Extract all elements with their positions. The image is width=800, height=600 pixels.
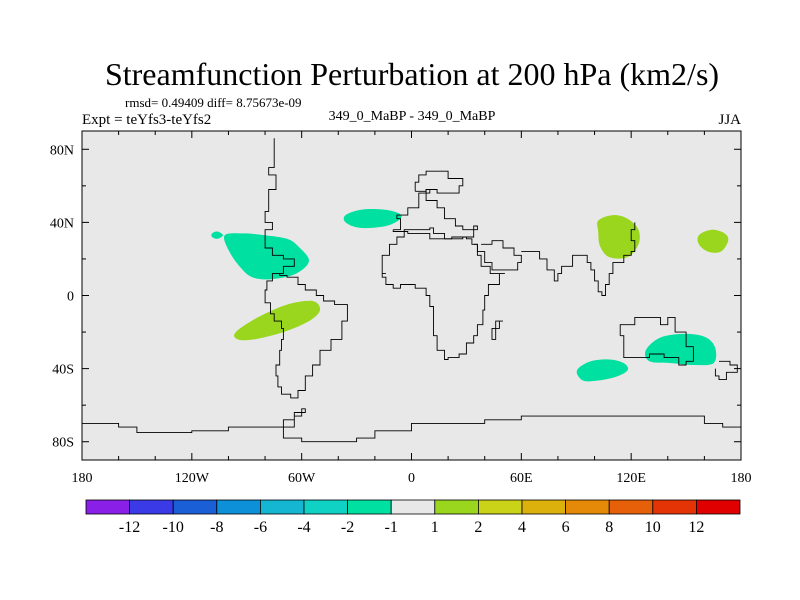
colorbar-swatch-9 <box>477 499 523 515</box>
colorbar-label-7: 1 <box>431 519 439 536</box>
x-tick-label-6: 180 <box>731 471 752 486</box>
colorbar-swatch-12 <box>608 499 654 515</box>
y-tick-label-0: 80N <box>50 143 74 158</box>
x-tick-label-3: 0 <box>408 471 415 486</box>
anomaly-positive-7 <box>597 215 640 259</box>
colorbar-swatch-0 <box>85 499 130 515</box>
anomaly-negative-4 <box>576 359 629 382</box>
axis-ticks: 180 120W 60W 0 60E 120E 180 80N 40N 0 40S 80S <box>50 131 752 486</box>
colorbar-swatch-4 <box>259 499 305 515</box>
y-tick-label-4: 80S <box>52 436 74 451</box>
map-plot: 180 120W 60W 0 60E 120E 180 80N 40N 0 40S 80S <box>50 130 752 486</box>
y-tick-label-2: 0 <box>67 290 74 305</box>
colorbar-label-9: 4 <box>518 519 526 536</box>
colorbar-label-12: 10 <box>645 519 661 536</box>
colorbar-swatch-11 <box>565 499 610 515</box>
anomaly-positive-8 <box>697 229 729 253</box>
case-label: 349_0_MaBP - 349_0_MaBP <box>329 109 496 124</box>
coastline-8 <box>619 316 694 366</box>
colorbar-swatch-3 <box>216 499 261 515</box>
coastline-4 <box>381 227 505 360</box>
anomaly-positive-6 <box>234 300 321 341</box>
coastline-9 <box>714 360 738 381</box>
anomaly-negative-5 <box>644 333 717 366</box>
coastline-5 <box>473 240 522 271</box>
colorbar-swatch-8 <box>434 499 479 515</box>
colorbar-swatch-13 <box>652 499 697 515</box>
x-tick-label-4: 60E <box>510 471 533 486</box>
coastline-6 <box>521 222 636 296</box>
coastline-1 <box>264 138 348 399</box>
coastline-layer <box>82 138 741 443</box>
colorbar-swatch-2 <box>172 499 218 515</box>
colorbar-swatch-6 <box>347 499 392 515</box>
chart-title: Streamfunction Perturbation at 200 hPa (… <box>105 56 719 92</box>
colorbar-swatch-5 <box>303 499 348 515</box>
experiment-label: Expt = teYfs3-teYfs2 <box>82 112 211 128</box>
colorbar-swatch-7 <box>390 499 436 515</box>
anomaly-negative-1 <box>223 233 310 280</box>
colorbar-label-13: 12 <box>688 519 704 536</box>
plot-background <box>82 131 741 460</box>
colorbar-label-5: -2 <box>341 519 354 536</box>
y-tick-label-1: 40N <box>50 216 74 231</box>
y-tick-label-3: 40S <box>52 363 74 378</box>
colorbar-label-8: 2 <box>474 519 482 536</box>
colorbar-label-2: -8 <box>210 519 223 536</box>
colorbar-label-1: -10 <box>163 519 184 536</box>
x-tick-label-2: 60W <box>288 471 316 486</box>
anomaly-layer <box>211 209 729 382</box>
colorbar-label-6: -1 <box>385 519 398 536</box>
colorbar-swatch-1 <box>129 499 174 515</box>
season-label: JJA <box>718 112 741 128</box>
coastline-7 <box>491 320 503 340</box>
x-tick-label-5: 120E <box>616 471 646 486</box>
colorbar-swatch-10 <box>521 499 566 515</box>
colorbar-label-3: -6 <box>254 519 267 536</box>
coastline-2 <box>414 170 464 194</box>
colorbar-label-11: 8 <box>605 519 613 536</box>
colorbar: -12 -10 -8 -6 -4 -2 -1 1 2 4 6 8 10 12 <box>85 499 741 536</box>
colorbar-label-10: 6 <box>562 519 570 536</box>
anomaly-negative-2 <box>211 231 223 239</box>
coastline-10 <box>82 408 741 443</box>
colorbar-label-0: -12 <box>119 519 140 536</box>
colorbar-swatch-14 <box>696 499 741 515</box>
anomaly-negative-3 <box>343 209 402 229</box>
x-tick-label-1: 120W <box>175 471 210 486</box>
stats-line: rmsd= 0.49409 diff= 8.75673e-09 <box>125 95 302 110</box>
x-tick-label-0: 180 <box>72 471 93 486</box>
colorbar-label-4: -4 <box>297 519 310 536</box>
